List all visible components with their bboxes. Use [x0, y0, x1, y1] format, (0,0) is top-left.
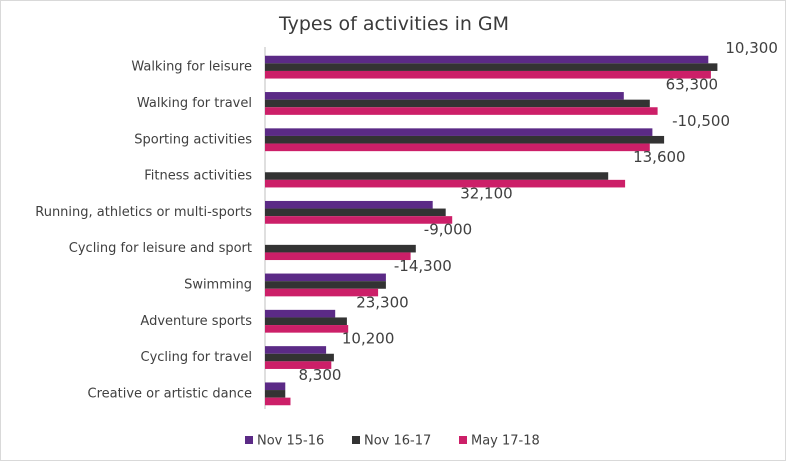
- bars: [265, 55, 718, 406]
- bar-1-6: [265, 281, 386, 289]
- bar-2-9: [265, 397, 291, 406]
- data-label: -9,000: [424, 221, 472, 239]
- bar-1-4: [265, 208, 446, 217]
- bar-0-9: [265, 382, 286, 391]
- bar-2-3: [265, 179, 626, 188]
- data-label: -14,300: [394, 257, 452, 275]
- legend-item: Nov 15-16: [245, 434, 324, 449]
- bar-2-8: [265, 361, 332, 369]
- legend-label: Nov 16-17: [364, 434, 431, 449]
- legend-item: Nov 16-17: [352, 434, 431, 449]
- bar-0-1: [265, 92, 624, 100]
- data-label: 13,600: [633, 148, 686, 166]
- data-label: 8,300: [298, 366, 341, 384]
- bar-1-1: [265, 99, 650, 108]
- bar-2-1: [265, 107, 658, 115]
- chart-title: Types of activities in GM: [278, 13, 509, 35]
- category-label: Fitness activities: [144, 169, 252, 184]
- category-label: Creative or artistic dance: [88, 386, 252, 401]
- legend-label: May 17-18: [471, 434, 540, 449]
- bar-2-6: [265, 288, 379, 297]
- bar-0-0: [265, 55, 709, 64]
- category-labels: Walking for leisure Walking for travel Spo…: [35, 60, 252, 402]
- bar-2-7: [265, 325, 349, 333]
- category-label: Walking for travel: [137, 96, 252, 111]
- category-label: Sporting activities: [134, 132, 252, 147]
- bar-1-9: [265, 390, 286, 398]
- legend: Nov 15-16 Nov 16-17 May 17-18: [245, 434, 540, 449]
- legend-label: Nov 15-16: [257, 434, 324, 449]
- bar-2-0: [265, 70, 711, 79]
- category-label: Running, athletics or multi-sports: [35, 205, 252, 220]
- legend-swatch: [459, 436, 467, 444]
- category-label: Cycling for leisure and sport: [69, 241, 252, 256]
- category-label: Cycling for travel: [141, 350, 252, 365]
- bar-1-3: [265, 172, 609, 180]
- legend-item: May 17-18: [459, 434, 540, 449]
- bar-1-2: [265, 135, 665, 144]
- bar-0-6: [265, 273, 386, 282]
- data-label: 10,300: [725, 39, 778, 57]
- bar-0-2: [265, 128, 653, 136]
- data-labels: 10,300 63,300 -10,500 13,600 32,100 -9,000 -14…: [298, 39, 777, 384]
- data-label: 32,100: [460, 184, 513, 202]
- bar-0-7: [265, 309, 336, 318]
- bar-0-4: [265, 200, 433, 209]
- bar-1-8: [265, 353, 334, 362]
- data-label: 23,300: [356, 293, 409, 311]
- data-label: -10,500: [672, 112, 730, 130]
- bar-0-8: [265, 346, 327, 354]
- legend-swatch: [352, 436, 360, 444]
- category-label: Swimming: [184, 277, 252, 292]
- bar-2-5: [265, 252, 411, 261]
- bar-2-4: [265, 216, 453, 224]
- category-label: Adventure sports: [140, 314, 252, 329]
- bar-1-5: [265, 244, 416, 253]
- data-label: 10,200: [342, 330, 395, 348]
- legend-swatch: [245, 436, 253, 444]
- data-label: 63,300: [666, 75, 719, 93]
- category-label: Walking for leisure: [131, 60, 252, 75]
- bar-1-7: [265, 317, 347, 326]
- bar-2-2: [265, 143, 650, 152]
- bar-1-0: [265, 63, 718, 71]
